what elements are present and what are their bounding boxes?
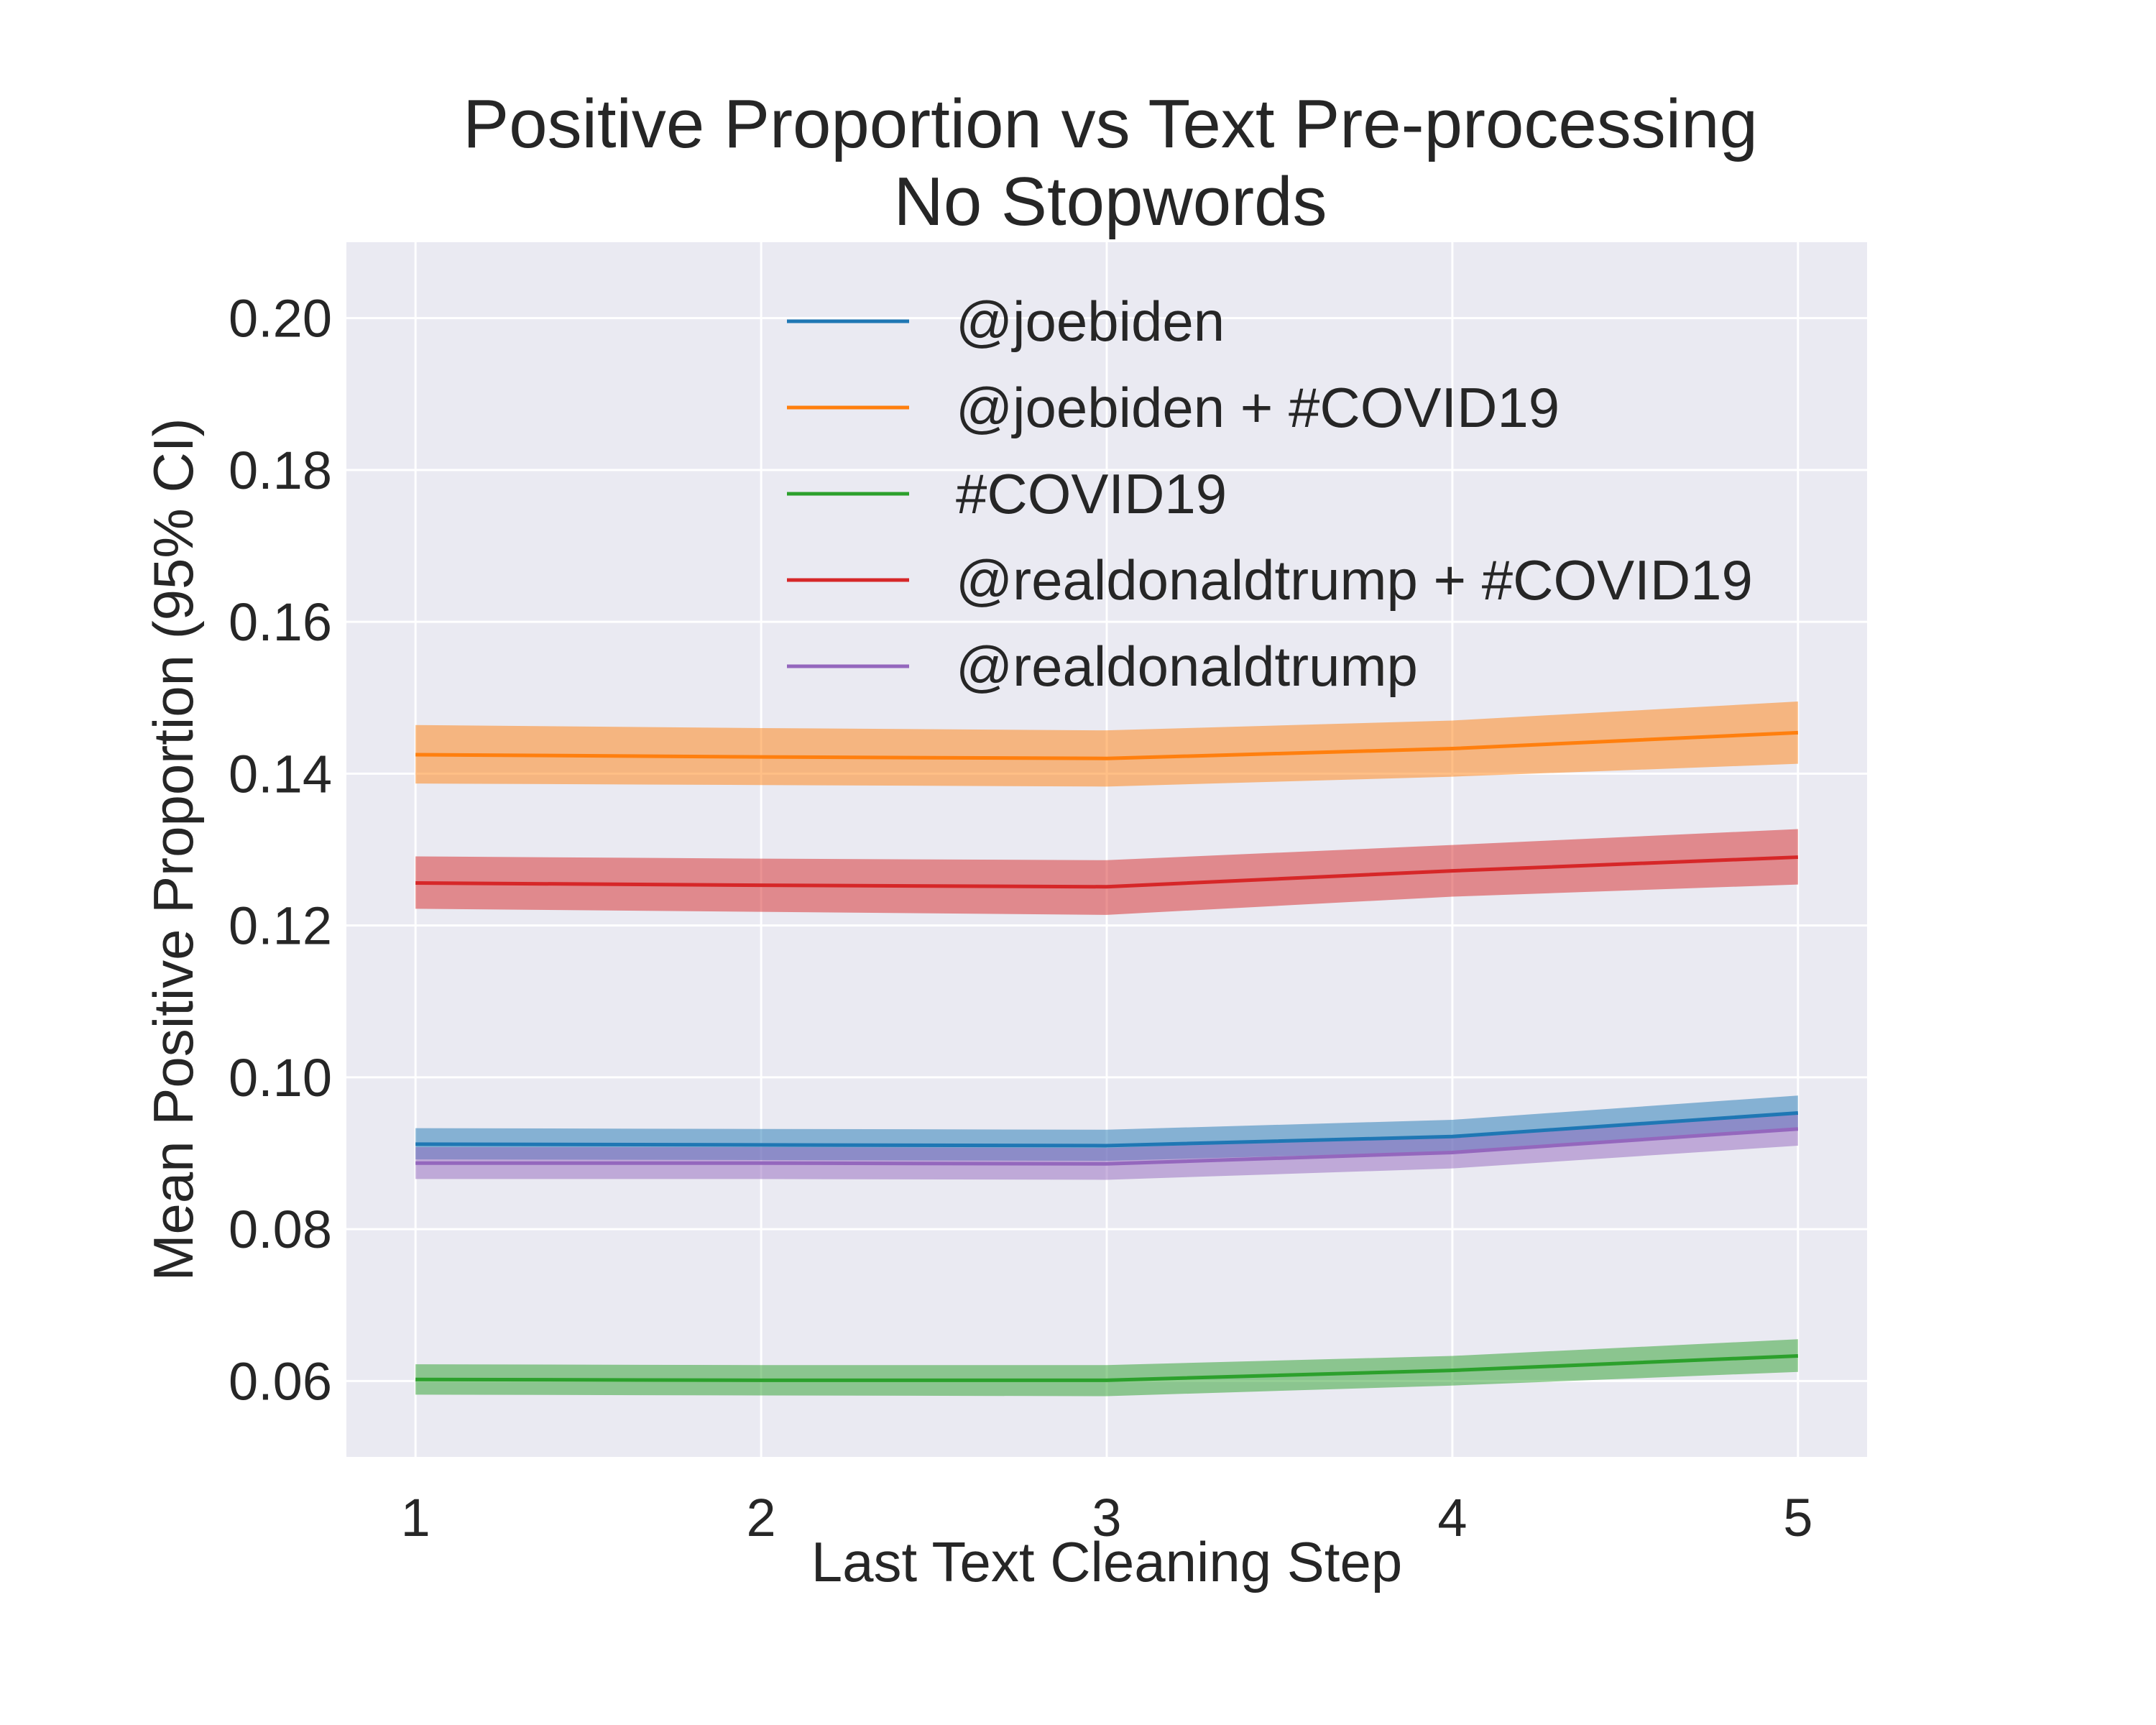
y-axis-label: Mean Positive Proportion (95% CI) [142,418,205,1282]
legend-label: @realdonaldtrump + #COVID19 [956,548,1753,612]
legend-label: #COVID19 [956,462,1227,525]
y-tick-label: 0.06 [229,1351,332,1411]
legend: @joebiden @joebiden + #COVID19 #COVID19 @re… [787,290,1753,698]
y-tick-labels: 0.06 0.08 0.10 0.12 0.14 0.16 0.18 0.20 [229,289,332,1412]
legend-label: @joebiden + #COVID19 [956,376,1560,439]
series-line [415,1354,1798,1382]
y-tick-label: 0.12 [229,896,332,956]
x-axis-label: Last Text Cleaning Step [811,1530,1402,1593]
x-tick-label: 3 [1092,1488,1121,1547]
y-tick-label: 0.14 [229,744,332,804]
x-tick-label: 5 [1783,1488,1812,1547]
confidence-band [415,829,1798,915]
legend-label: @joebiden [956,290,1225,353]
x-tick-label: 2 [747,1488,776,1547]
x-tick-label: 1 [401,1488,430,1547]
y-tick-label: 0.20 [229,289,332,349]
series-line [415,855,1798,889]
y-tick-label: 0.18 [229,441,332,500]
legend-label: @realdonaldtrump [956,635,1418,698]
chart-title: Positive Proportion vs Text Pre-processi… [463,86,1758,162]
series-lines [415,730,1798,1382]
x-tick-label: 4 [1437,1488,1467,1547]
y-tick-label: 0.16 [229,592,332,652]
y-tick-label: 0.10 [229,1048,332,1108]
chart-subtitle: No Stopwords [894,163,1327,240]
confidence-band [415,702,1798,787]
y-tick-label: 0.08 [229,1200,332,1259]
x-tick-labels: 1 2 3 4 5 [401,1488,1813,1547]
series-line [415,730,1798,760]
series-line [415,1111,1798,1148]
series-line [415,1127,1798,1166]
